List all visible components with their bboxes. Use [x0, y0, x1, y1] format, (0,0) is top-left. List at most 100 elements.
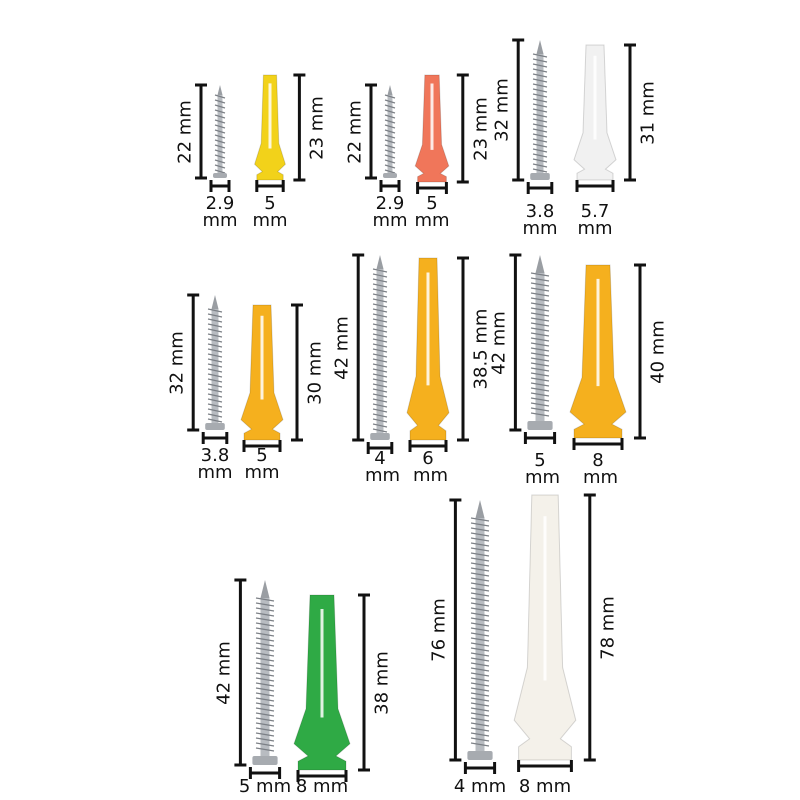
screw-thread [384, 99, 396, 104]
screw-thread [532, 153, 548, 158]
screw-length-label: 22 mm [344, 99, 366, 164]
screw-thread [372, 283, 388, 288]
screw-thread [255, 697, 275, 702]
screw-thread [207, 418, 223, 423]
screw-thread [207, 308, 223, 313]
screw-diameter-label: 2.9 mm [202, 193, 238, 231]
screw-thread [255, 622, 275, 627]
screw-thread [530, 367, 550, 372]
screw-thread [532, 163, 548, 168]
screw-thread [470, 602, 490, 607]
screw-thread [255, 737, 275, 742]
screw-thread [470, 542, 490, 547]
screw-thread [530, 322, 550, 327]
screw-thread [530, 312, 550, 317]
screw-head [467, 751, 493, 760]
screw-thread [532, 53, 548, 58]
screw-thread [532, 168, 548, 173]
screw-thread [470, 557, 490, 562]
screw-thread [214, 164, 226, 169]
screw-diameter-label: 3.8 mm [197, 445, 233, 483]
screw-thread [255, 677, 275, 682]
screw-thread [470, 707, 490, 712]
screw-thread [470, 652, 490, 657]
screw-thread [255, 607, 275, 612]
screw-thread [255, 662, 275, 667]
screw-head [213, 173, 227, 178]
screw-thread [372, 428, 388, 433]
screw-thread [530, 292, 550, 297]
screw-thread [384, 119, 396, 124]
screw-shaft [260, 598, 270, 756]
screw-thread [532, 118, 548, 123]
screw-thread [372, 423, 388, 428]
screw-thread [532, 113, 548, 118]
screw-thread [384, 109, 396, 114]
screw-thread [470, 727, 490, 732]
screw-thread [255, 602, 275, 607]
screw-thread [470, 642, 490, 647]
screw-thread [372, 408, 388, 413]
screw-thread [530, 387, 550, 392]
screw-head [252, 756, 278, 765]
screw-thread [384, 144, 396, 149]
screw-thread [207, 353, 223, 358]
screw-tip [217, 85, 223, 95]
screw-thread [372, 323, 388, 328]
screw-thread [372, 403, 388, 408]
screw-thread [372, 303, 388, 308]
screw-shaft [536, 54, 544, 173]
screw-thread [530, 332, 550, 337]
screw-thread [214, 104, 226, 109]
anchor-length-label: 40 mm [647, 319, 669, 384]
screw-thread [530, 352, 550, 357]
screw-thread [207, 383, 223, 388]
screw-thread [255, 717, 275, 722]
screw-tip [387, 85, 393, 95]
screw-thread [372, 298, 388, 303]
screw-thread [372, 398, 388, 403]
screw-thread [255, 707, 275, 712]
screw-thread [470, 537, 490, 542]
screw-thread [255, 627, 275, 632]
screw-thread [470, 627, 490, 632]
screw-thread [532, 133, 548, 138]
screw-thread [470, 552, 490, 557]
screw-thread [384, 159, 396, 164]
screw-thread [470, 522, 490, 527]
anchor-diameter-label: 5.7 mm [577, 201, 613, 239]
screw-thread [207, 368, 223, 373]
anchor-length-label: 38 mm [371, 650, 393, 715]
screw-thread [532, 128, 548, 133]
screw-thread [372, 373, 388, 378]
screw-thread [214, 124, 226, 129]
screw-thread [372, 273, 388, 278]
screw-thread [470, 667, 490, 672]
screw-thread [255, 637, 275, 642]
screw-thread [207, 378, 223, 383]
screw-thread [255, 612, 275, 617]
screw-thread [530, 342, 550, 347]
screw-thread [530, 272, 550, 277]
screw-thread [532, 68, 548, 73]
screw-thread [470, 647, 490, 652]
screw-thread [530, 302, 550, 307]
screw-thread [470, 582, 490, 587]
screw-thread [530, 402, 550, 407]
screw-thread [530, 317, 550, 322]
screw-thread [470, 722, 490, 727]
screw-thread [214, 144, 226, 149]
screw-thread [255, 732, 275, 737]
screw-thread [214, 99, 226, 104]
screw-thread [255, 657, 275, 662]
screw-thread [372, 353, 388, 358]
screw-thread [372, 278, 388, 283]
screw-thread [214, 169, 226, 174]
anchor-diameter-label: 8 mm [583, 450, 619, 488]
screw-tip [376, 255, 384, 269]
screw-thread [384, 149, 396, 154]
screw-thread [470, 682, 490, 687]
anchor-length-label: 23 mm [306, 95, 328, 160]
screw-thread [470, 597, 490, 602]
